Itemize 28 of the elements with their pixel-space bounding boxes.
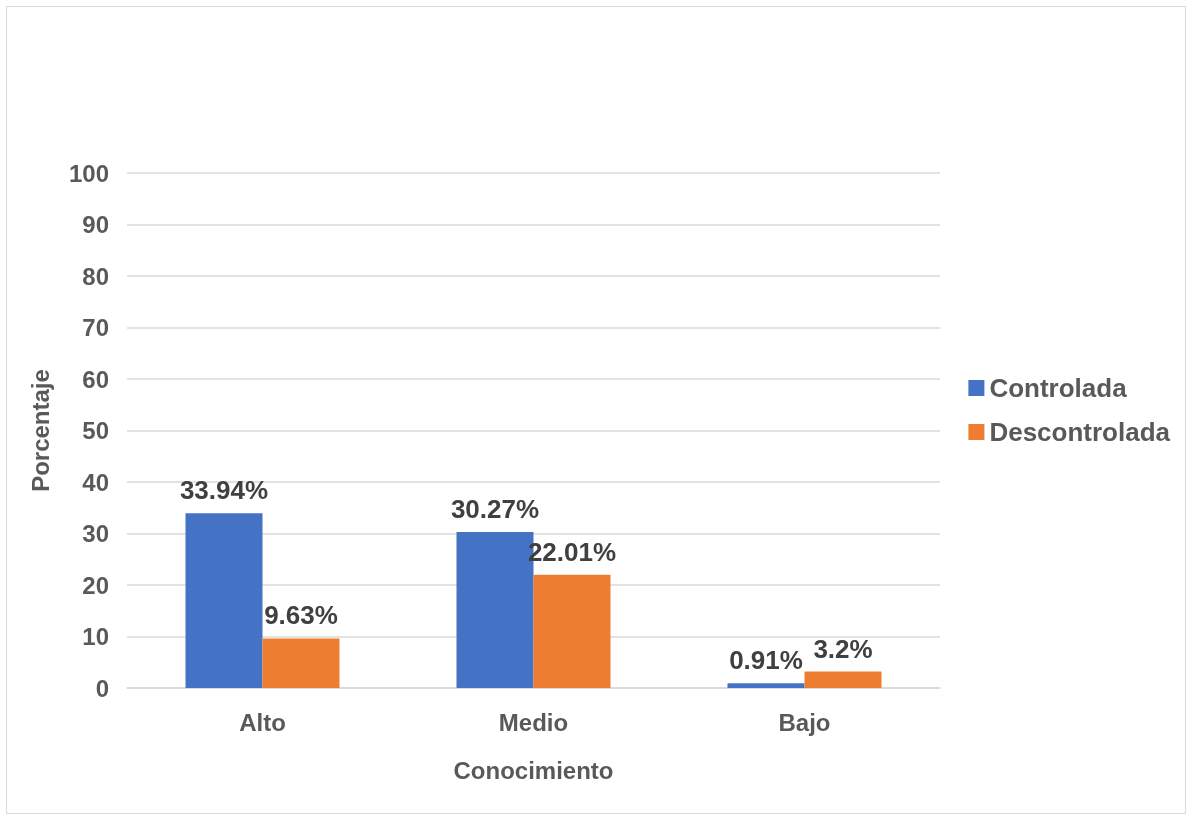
y-tick-label: 30 <box>82 520 109 547</box>
x-axis-title: Conocimiento <box>453 756 614 784</box>
bar <box>185 513 263 688</box>
bar <box>804 671 882 688</box>
bar <box>533 574 611 688</box>
y-tick-label: 10 <box>82 623 109 650</box>
data-label: 33.94% <box>179 475 269 506</box>
x-tick-label: Bajo <box>778 708 831 736</box>
y-tick-label: 50 <box>82 417 109 444</box>
y-tick-label: 80 <box>82 262 109 290</box>
y-tick-label: 90 <box>82 211 109 238</box>
data-label: 0.91% <box>729 645 803 676</box>
bar <box>727 683 805 688</box>
data-label: 30.27% <box>450 494 540 525</box>
legend-label: Controlada <box>989 373 1128 403</box>
data-label: 9.63% <box>264 600 338 631</box>
x-tick-label: Alto <box>239 708 286 736</box>
y-tick-label: 40 <box>82 468 109 496</box>
x-tick-label: Medio <box>498 708 569 736</box>
y-tick-label: 0 <box>95 674 109 702</box>
y-tick-label: 20 <box>82 571 109 599</box>
y-axis-title: Porcentaje <box>26 369 54 492</box>
data-label: 3.2% <box>813 633 873 664</box>
y-tick-label: 60 <box>82 365 109 393</box>
y-tick-label: 100 <box>68 159 109 187</box>
bar <box>262 638 340 688</box>
y-tick-label: 70 <box>82 314 109 341</box>
legend-label: Descontrolada <box>989 417 1171 447</box>
